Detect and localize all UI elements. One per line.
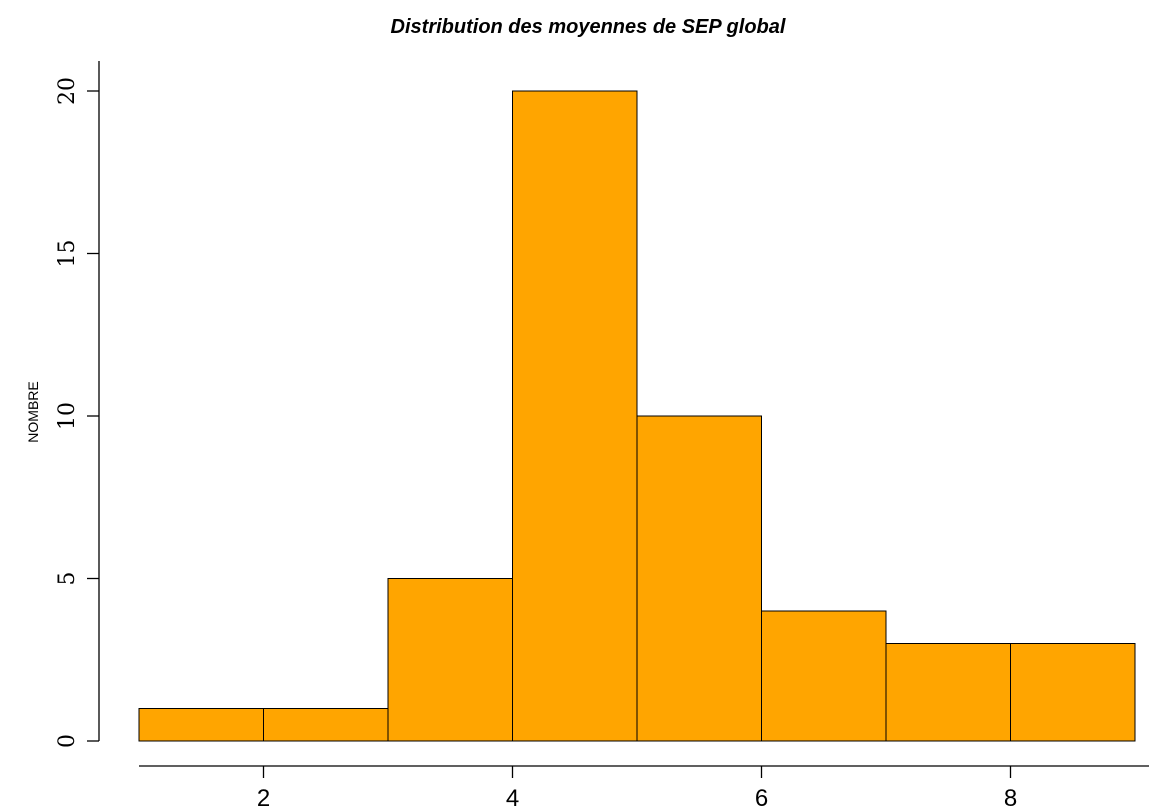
x-axis: 2 4 6 8 [139, 765, 1149, 812]
y-tick-label: 10 [55, 402, 80, 430]
chart-title: Distribution des moyennes de SEP global [391, 16, 786, 38]
y-axis: 0 5 10 15 20 [55, 61, 100, 748]
x-tick-label: 8 [1004, 785, 1017, 812]
histogram-bar-8 [1010, 643, 1136, 742]
histogram-bar-2 [263, 708, 389, 742]
histogram-bar-5 [636, 415, 762, 742]
bars-group [138, 90, 1136, 742]
histogram-bar-1 [138, 708, 264, 742]
y-tick-label: 5 [55, 572, 80, 586]
x-tick-label: 4 [506, 785, 519, 812]
histogram-bar-6 [761, 610, 887, 742]
x-tick-label: 2 [257, 785, 270, 812]
y-tick-label: 0 [55, 734, 80, 748]
histogram-bar-7 [885, 643, 1011, 742]
x-tick-label: 6 [755, 785, 768, 812]
histogram-bar-4 [512, 90, 638, 742]
y-tick-label: 20 [55, 77, 80, 105]
y-axis-label: NOMBRE [25, 381, 41, 442]
histogram-bar-3 [387, 578, 513, 742]
y-tick-label: 15 [55, 240, 80, 268]
